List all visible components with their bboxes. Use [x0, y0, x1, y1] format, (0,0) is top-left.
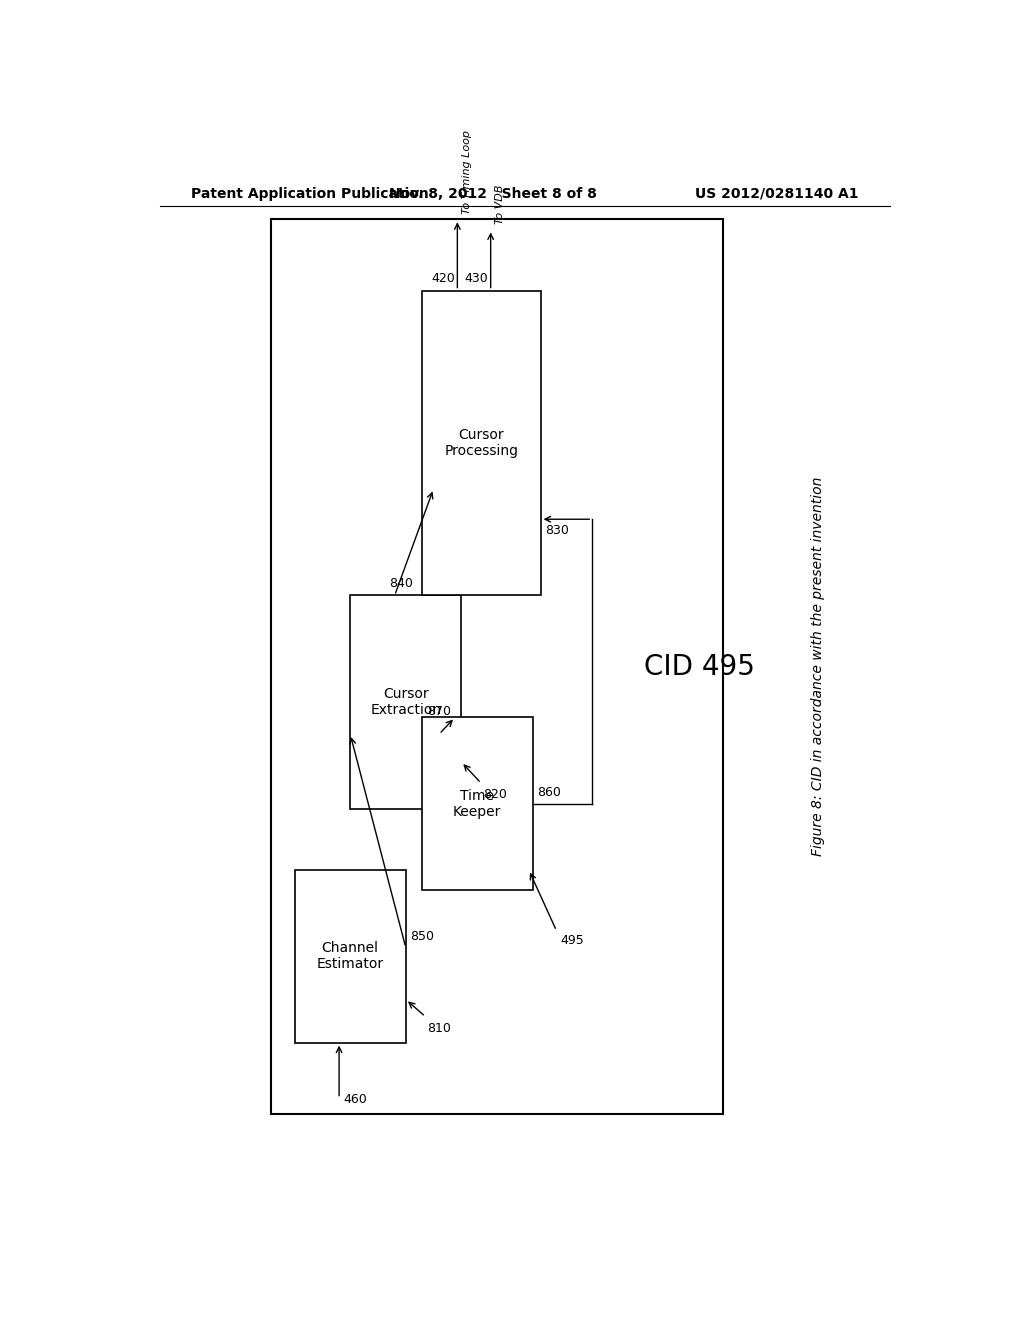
Text: Patent Application Publication: Patent Application Publication — [191, 187, 429, 201]
Text: CID 495: CID 495 — [644, 652, 755, 681]
Text: 820: 820 — [482, 788, 507, 801]
Bar — [295, 870, 406, 1043]
Text: 860: 860 — [537, 785, 560, 799]
Bar — [350, 595, 461, 809]
Text: 460: 460 — [343, 1093, 367, 1106]
Text: Nov. 8, 2012   Sheet 8 of 8: Nov. 8, 2012 Sheet 8 of 8 — [389, 187, 597, 201]
Text: 495: 495 — [560, 935, 585, 946]
Text: US 2012/0281140 A1: US 2012/0281140 A1 — [694, 187, 858, 201]
Text: To VDB: To VDB — [496, 185, 506, 224]
Text: 840: 840 — [389, 577, 413, 590]
Bar — [422, 290, 541, 595]
Text: 830: 830 — [545, 524, 568, 537]
Text: 810: 810 — [427, 1022, 451, 1035]
Text: 870: 870 — [427, 705, 452, 718]
Text: To Timing Loop: To Timing Loop — [462, 131, 472, 214]
Text: Figure 8: CID in accordance with the present invention: Figure 8: CID in accordance with the pre… — [811, 477, 825, 857]
Text: Channel
Estimator: Channel Estimator — [316, 941, 384, 972]
Bar — [270, 219, 723, 1114]
Text: Cursor
Extraction: Cursor Extraction — [371, 688, 441, 717]
Text: Time
Keeper: Time Keeper — [453, 789, 502, 818]
Text: 430: 430 — [465, 272, 488, 285]
Text: Cursor
Processing: Cursor Processing — [444, 428, 518, 458]
Bar — [422, 718, 532, 890]
Text: 420: 420 — [431, 272, 455, 285]
Text: 850: 850 — [410, 929, 434, 942]
